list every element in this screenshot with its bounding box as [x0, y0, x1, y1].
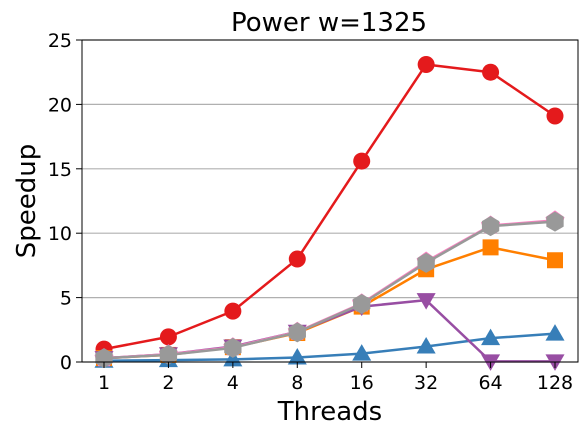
x-tick-label: 2 [162, 372, 174, 394]
series-1 [95, 55, 564, 358]
data-point [546, 107, 564, 125]
data-point [353, 294, 371, 315]
data-point [482, 63, 500, 81]
data-point [417, 252, 435, 273]
data-point [95, 348, 113, 369]
x-tick-label: 4 [227, 372, 239, 394]
x-axis-label: Threads [277, 397, 382, 427]
data-point [547, 252, 563, 269]
y-tick-label: 5 [60, 288, 72, 310]
y-axis-label: Speedup [12, 144, 42, 259]
data-point [353, 152, 371, 170]
y-axis-ticks: 0 5 10 15 20 25 [48, 30, 82, 374]
series-line [103, 332, 556, 362]
x-tick-label: 1 [98, 372, 110, 394]
data-point [224, 302, 242, 320]
grid-lines [82, 39, 578, 363]
data-point [417, 55, 435, 73]
data-point [159, 344, 178, 365]
x-axis-ticks: 1 2 4 8 16 32 64 128 [98, 362, 573, 394]
series-line [103, 63, 556, 351]
data-point [416, 337, 436, 354]
y-tick-label: 10 [48, 223, 72, 245]
data-point [546, 211, 564, 232]
plot-frame [81, 39, 579, 363]
data-point [481, 328, 501, 346]
series-6 [95, 211, 564, 369]
data-point [545, 324, 565, 341]
x-tick-label: 8 [291, 372, 303, 394]
x-tick-label: 64 [478, 372, 502, 394]
data-point [288, 322, 306, 343]
x-tick-label: 32 [414, 372, 438, 394]
x-tick-label: 16 [350, 372, 374, 394]
data-point [288, 250, 306, 268]
y-tick-label: 25 [48, 30, 72, 52]
data-point [159, 328, 177, 346]
chart-title: Power w=1325 [231, 8, 427, 38]
data-point [416, 293, 436, 310]
y-tick-label: 20 [48, 94, 72, 116]
data-point [224, 337, 242, 358]
series-line [103, 220, 556, 360]
data-point [352, 344, 372, 361]
data-point [287, 347, 307, 365]
y-tick-label: 15 [48, 159, 72, 181]
x-tick-label: 128 [537, 372, 573, 394]
y-tick-label: 0 [60, 352, 72, 374]
series-layer [94, 55, 565, 371]
data-point [481, 216, 500, 237]
data-point [482, 239, 499, 256]
